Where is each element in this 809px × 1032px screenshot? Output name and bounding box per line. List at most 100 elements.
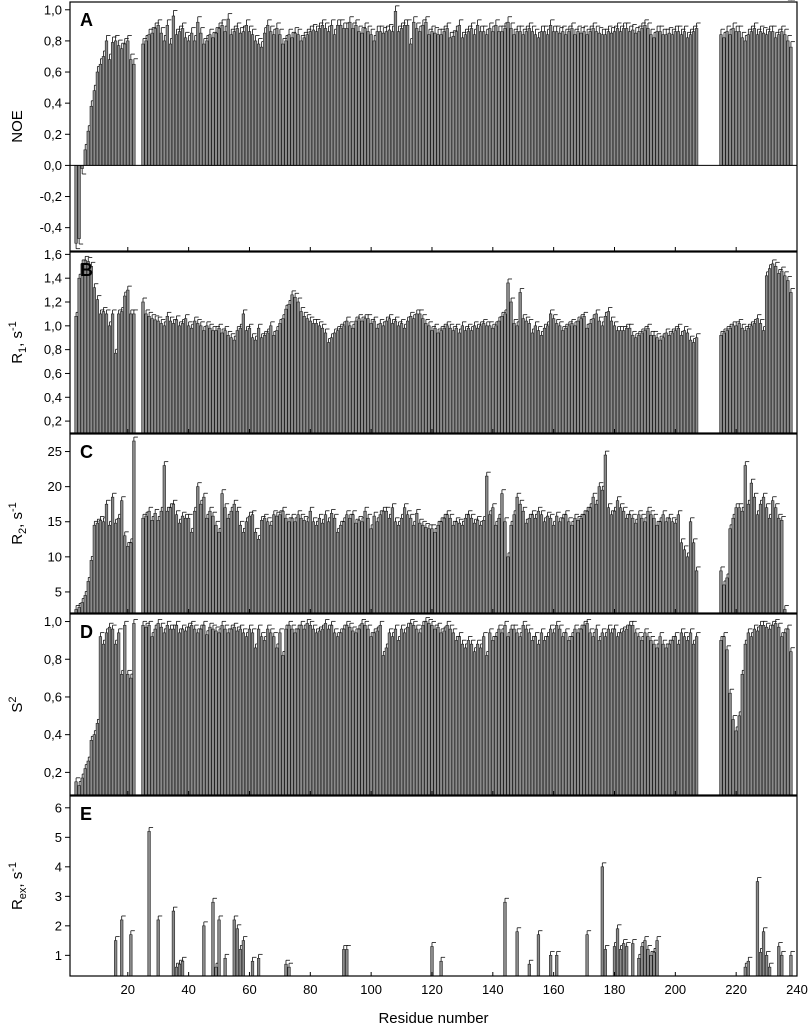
bar-D-26: [144, 626, 148, 796]
bar-C-99: [366, 517, 370, 614]
bar-C-25: [141, 517, 145, 614]
bar-C-215: [719, 570, 723, 614]
bar-D-76: [296, 628, 300, 796]
bar-D-141: [494, 636, 498, 796]
bar-D-70: [278, 632, 282, 796]
bar-C-167: [573, 517, 577, 614]
bar-C-48: [211, 515, 215, 614]
bar-B-10: [95, 299, 99, 434]
bar-C-137: [482, 520, 486, 614]
bar-A-83: [317, 28, 322, 166]
bar-E-155: [536, 934, 541, 977]
bar-D-163: [561, 636, 565, 796]
bar-D-231: [768, 628, 772, 796]
bar-E-45: [202, 925, 206, 977]
bar-A-223: [743, 40, 747, 166]
bar-B-45: [202, 330, 206, 434]
bar-C-145: [506, 556, 510, 614]
bar-E-186: [631, 943, 635, 977]
bar-D-10: [95, 723, 99, 796]
bar-B-161: [555, 323, 559, 434]
bar-B-93: [348, 325, 352, 434]
bar-C-181: [615, 500, 620, 614]
bar-B-88: [333, 332, 337, 434]
bar-D-107: [390, 636, 395, 796]
bar-D-75: [293, 632, 297, 796]
bar-B-206: [691, 342, 696, 434]
bar-C-72: [284, 517, 288, 614]
bar-C-88: [333, 517, 337, 614]
bar-B-91: [342, 325, 346, 434]
bar-B-191: [646, 327, 650, 434]
bar-C-149: [518, 503, 522, 614]
bar-C-115: [415, 513, 419, 614]
bar-C-15: [110, 496, 115, 614]
panel-frame-C: [69, 433, 798, 614]
bar-B-16: [114, 352, 118, 434]
bar-E-227: [755, 881, 760, 977]
bar-D-199: [670, 640, 674, 796]
bar-C-140: [491, 507, 495, 614]
bar-A-4: [77, 165, 81, 239]
bar-D-13: [104, 632, 109, 796]
bar-B-37: [177, 325, 182, 434]
bar-B-136: [479, 325, 483, 434]
bar-A-193: [652, 37, 656, 166]
bar-E-16: [114, 940, 118, 977]
panel-frame-D: [69, 613, 798, 796]
bar-B-97: [360, 320, 364, 434]
bar-A-11: [98, 63, 103, 166]
bar-D-127: [451, 632, 455, 796]
bar-D-79: [305, 623, 309, 796]
bar-D-188: [637, 636, 641, 796]
bar-A-101: [372, 40, 376, 166]
bar-A-184: [625, 28, 629, 166]
bar-D-16: [114, 643, 118, 796]
bar-B-108: [393, 320, 398, 434]
bar-D-91: [342, 628, 346, 796]
bar-E-18: [120, 919, 124, 977]
bar-D-150: [521, 625, 525, 796]
bar-D-73: [287, 625, 291, 796]
bar-B-5: [80, 263, 84, 434]
ytick-label-A: -0,2: [40, 189, 62, 204]
bar-B-119: [427, 325, 431, 434]
bar-D-131: [463, 647, 468, 796]
bar-A-165: [567, 31, 571, 166]
bar-D-195: [658, 636, 662, 796]
xtick-label: 60: [242, 982, 256, 997]
bar-C-33: [165, 510, 169, 614]
bar-D-203: [682, 636, 687, 796]
bar-C-20: [126, 546, 130, 614]
bar-B-173: [591, 318, 595, 434]
bar-D-93: [348, 626, 352, 796]
bar-D-113: [409, 623, 413, 796]
bar-D-17: [117, 632, 121, 796]
bar-B-60: [247, 327, 252, 434]
bar-B-125: [445, 325, 449, 434]
xtick-label: 20: [121, 982, 135, 997]
bar-D-64: [260, 636, 264, 796]
bar-C-164: [564, 514, 568, 614]
bar-A-218: [728, 34, 732, 166]
bar-C-205: [688, 521, 693, 614]
bar-C-58: [241, 531, 245, 614]
bar-B-6: [83, 260, 87, 434]
bar-C-233: [774, 507, 778, 614]
bar-C-59: [244, 521, 249, 614]
bar-D-215: [719, 640, 723, 796]
bar-D-146: [509, 628, 513, 796]
bar-B-52: [223, 330, 227, 434]
bar-E-50: [217, 919, 221, 977]
bar-A-138: [485, 34, 489, 166]
bar-B-187: [634, 337, 638, 434]
bar-B-218: [728, 327, 732, 434]
bar-C-194: [655, 524, 659, 614]
bar-A-106: [387, 29, 391, 166]
bar-D-151: [524, 628, 528, 796]
bar-A-202: [679, 34, 684, 166]
bar-C-64: [260, 520, 264, 614]
bar-C-146: [509, 524, 513, 614]
panel-frame-A: [69, 1, 798, 252]
bar-A-166: [570, 28, 574, 166]
